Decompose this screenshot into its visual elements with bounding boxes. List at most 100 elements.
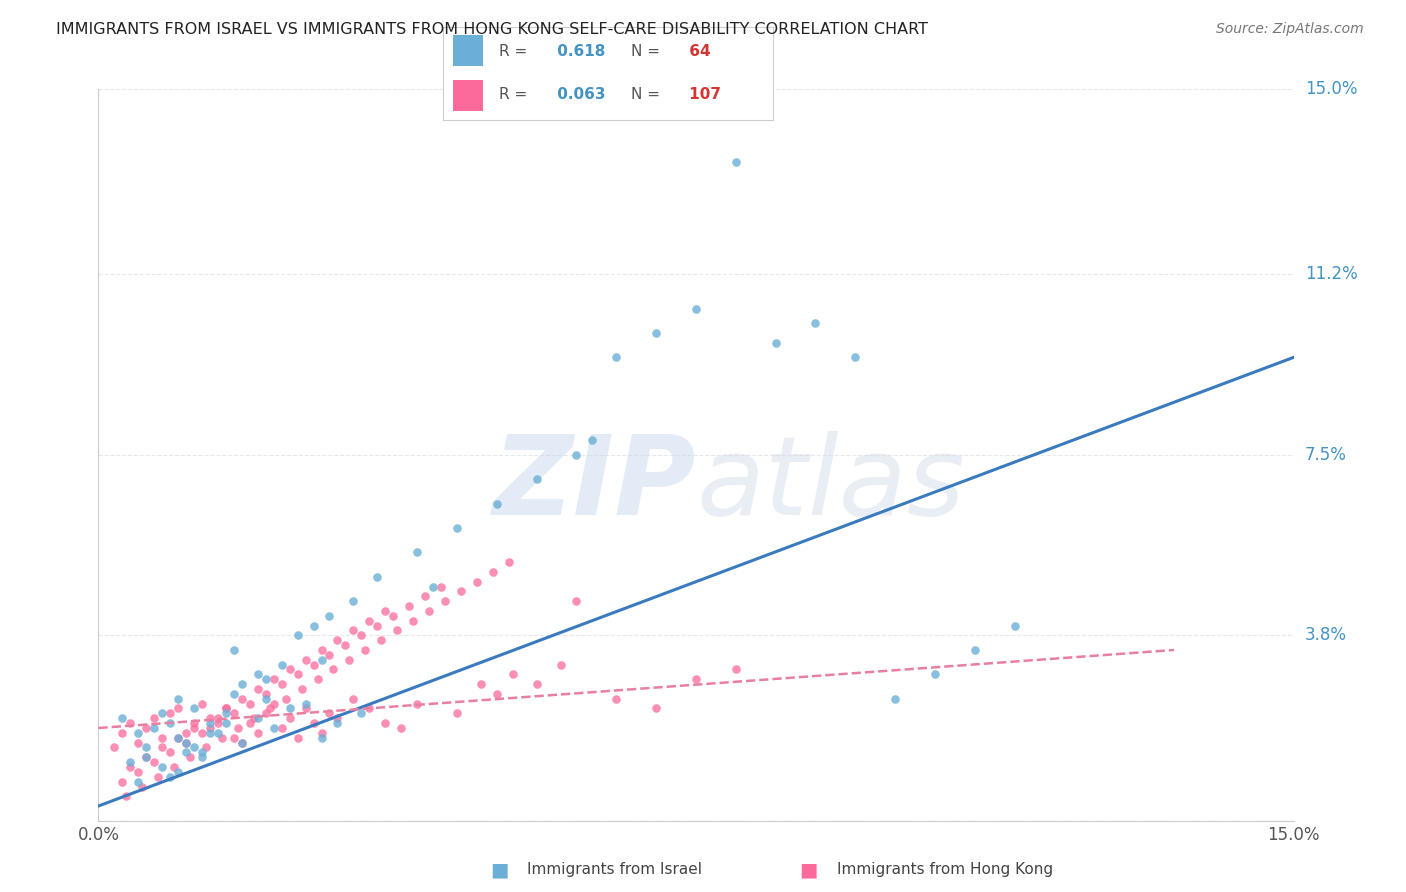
Point [115, 789, 138, 804]
Point [191, 750, 214, 764]
Point [246, 711, 269, 725]
Point [167, 691, 190, 706]
Point [159, 716, 181, 731]
Point [159, 706, 181, 721]
Text: 3.8%: 3.8% [1305, 626, 1347, 644]
Point [406, 697, 429, 711]
Point [342, 624, 364, 638]
Text: Immigrants from Hong Kong: Immigrants from Hong Kong [837, 863, 1053, 877]
Point [605, 691, 627, 706]
Point [645, 701, 668, 715]
Point [246, 726, 269, 740]
Point [222, 643, 245, 657]
Point [231, 736, 253, 750]
Point [359, 701, 381, 715]
Point [291, 681, 314, 696]
Point [398, 599, 420, 613]
Point [243, 711, 266, 725]
Point [120, 755, 142, 769]
Point [430, 580, 453, 594]
Point [263, 697, 285, 711]
Point [131, 780, 153, 794]
Point [246, 667, 269, 681]
Text: 64: 64 [685, 44, 710, 59]
Text: atlas: atlas [696, 431, 965, 538]
Point [167, 731, 190, 745]
Point [183, 721, 205, 735]
Point [302, 618, 325, 632]
Point [174, 745, 197, 759]
Point [183, 716, 205, 731]
Point [318, 648, 340, 662]
Point [581, 434, 603, 448]
Point [307, 672, 329, 686]
Point [550, 657, 572, 672]
Text: ZIP: ZIP [492, 431, 696, 538]
Text: Source: ZipAtlas.com: Source: ZipAtlas.com [1216, 22, 1364, 37]
Point [215, 701, 238, 715]
Text: ■: ■ [489, 860, 509, 880]
Point [1004, 618, 1026, 632]
Point [318, 706, 340, 721]
Point [211, 731, 233, 745]
Point [274, 691, 297, 706]
Point [150, 731, 173, 745]
Point [359, 614, 381, 628]
Point [198, 711, 221, 725]
Point [470, 677, 492, 691]
Text: R =: R = [499, 44, 527, 59]
Point [963, 643, 986, 657]
Point [342, 594, 364, 608]
Point [127, 764, 149, 779]
Point [254, 691, 277, 706]
Point [254, 672, 277, 686]
Point [485, 497, 508, 511]
Point [135, 750, 157, 764]
Point [174, 726, 197, 740]
Point [270, 677, 292, 691]
Point [565, 448, 588, 462]
Text: 15.0%: 15.0% [1305, 80, 1357, 98]
Point [565, 594, 588, 608]
Point [924, 667, 946, 681]
Point [311, 653, 333, 667]
Point [135, 740, 157, 755]
Point [354, 643, 377, 657]
Point [226, 721, 249, 735]
Point [350, 706, 373, 721]
Point [311, 731, 333, 745]
Point [402, 614, 425, 628]
Text: 0.618: 0.618 [553, 44, 606, 59]
Point [207, 726, 229, 740]
Point [526, 472, 548, 486]
Point [254, 687, 277, 701]
Point [148, 770, 170, 784]
Point [294, 653, 316, 667]
Point [111, 774, 134, 789]
Point [198, 721, 221, 735]
Point [198, 726, 221, 740]
Point [143, 755, 166, 769]
Point [287, 667, 309, 681]
Point [143, 711, 166, 725]
Point [326, 633, 349, 648]
Point [167, 764, 190, 779]
Point [884, 691, 907, 706]
Point [278, 701, 301, 715]
Text: N =: N = [631, 44, 661, 59]
Point [222, 731, 245, 745]
Point [370, 633, 392, 648]
Text: 7.5%: 7.5% [1305, 446, 1347, 464]
Point [120, 760, 142, 774]
Point [135, 750, 157, 764]
Point [231, 677, 253, 691]
Bar [453, 80, 482, 111]
Point [231, 736, 253, 750]
Point [294, 701, 316, 715]
Point [263, 672, 285, 686]
Point [685, 301, 707, 316]
Point [446, 706, 468, 721]
Point [191, 745, 214, 759]
Point [482, 565, 505, 579]
Point [270, 657, 292, 672]
